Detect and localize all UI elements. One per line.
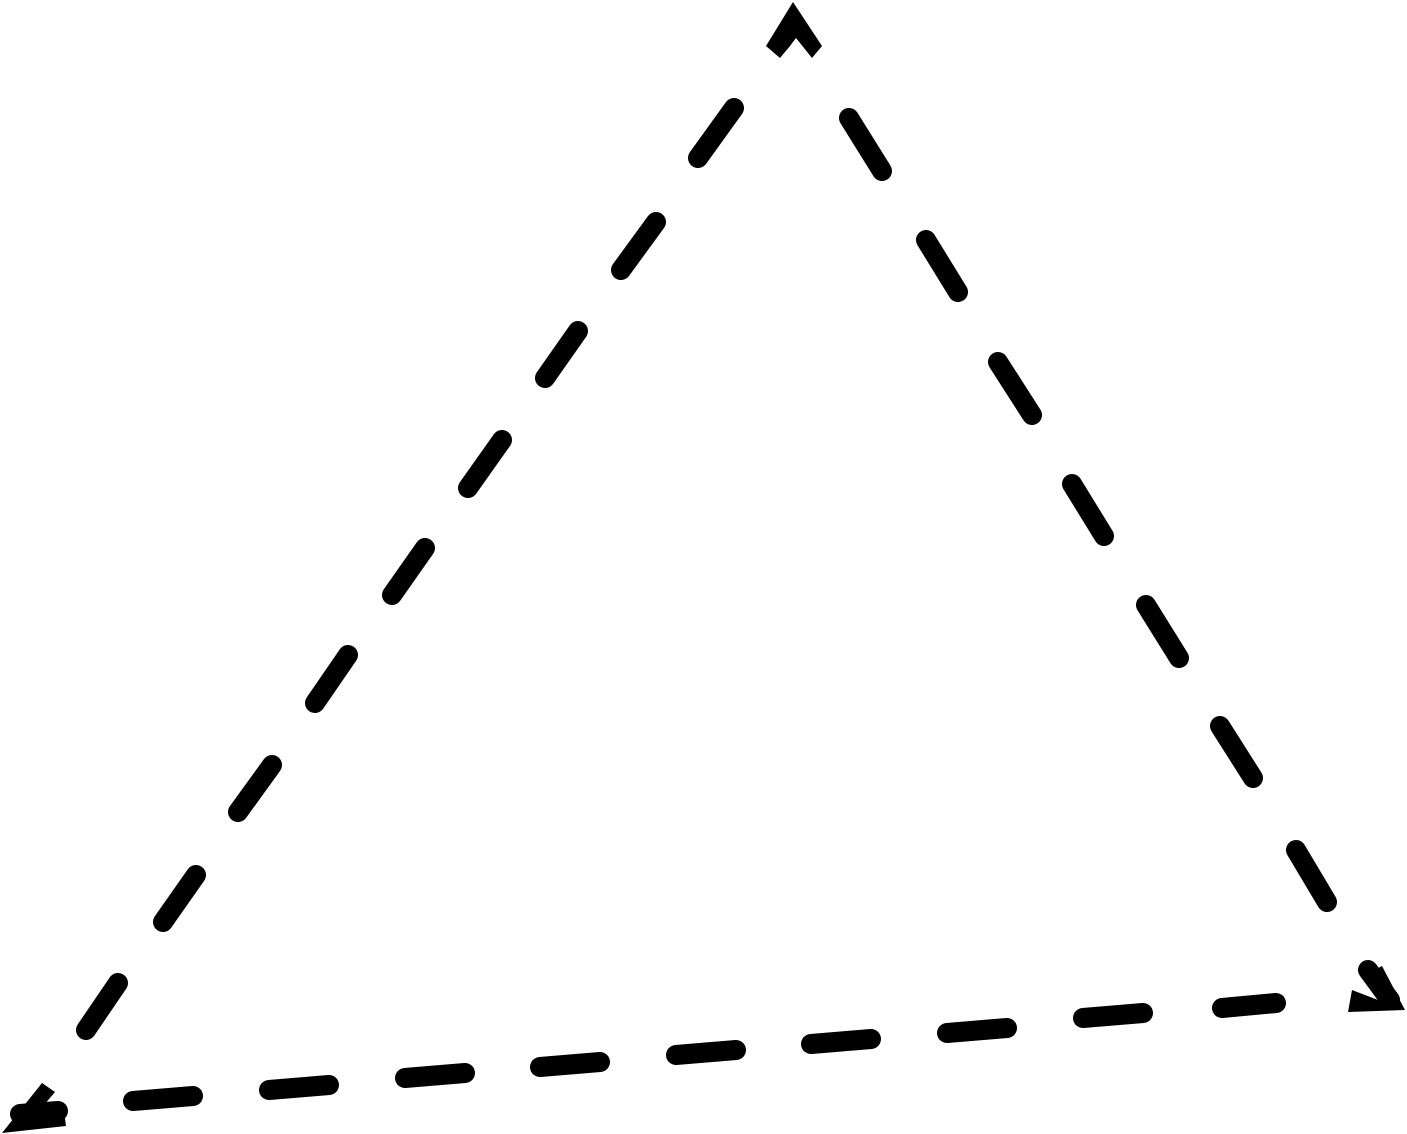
left-edge-dash <box>535 321 588 388</box>
bottom-edge-dash <box>1212 993 1286 1018</box>
left-edge-dash <box>76 973 128 1040</box>
left-edge-dash <box>382 538 435 605</box>
left-edge-dash <box>153 865 206 932</box>
bottom-edge-dash <box>1073 1003 1153 1028</box>
bottom-edge-dash <box>530 1052 610 1077</box>
left-edge-dash <box>458 430 512 498</box>
right-edge-dash <box>1210 716 1263 788</box>
right-edge-dash <box>988 352 1042 425</box>
bottom-left-corner-arrowhead <box>2 1083 66 1133</box>
left-edge-dash <box>305 645 358 713</box>
left-edge-dash <box>688 98 744 168</box>
bottom-right-corner-arrowhead <box>1348 966 1405 1012</box>
right-edge-dash <box>1286 840 1337 912</box>
bottom-edge-dash <box>937 1018 1017 1043</box>
right-edge-dash <box>1136 595 1189 668</box>
right-edge-dash <box>839 108 892 181</box>
left-edge-dash <box>228 755 282 822</box>
right-edge-dash <box>1062 474 1114 546</box>
bottom-edge-dash <box>395 1063 475 1088</box>
top-corner-arrowhead <box>766 2 822 58</box>
bottom-edge-dash <box>123 1086 203 1111</box>
bottom-edge-dash <box>259 1075 339 1100</box>
bottom-edge-dash <box>801 1029 881 1054</box>
bottom-edge-dash <box>666 1040 746 1065</box>
right-edge-dash <box>916 230 968 302</box>
left-edge-dash <box>611 212 666 280</box>
triangle-edges <box>10 98 1400 1124</box>
